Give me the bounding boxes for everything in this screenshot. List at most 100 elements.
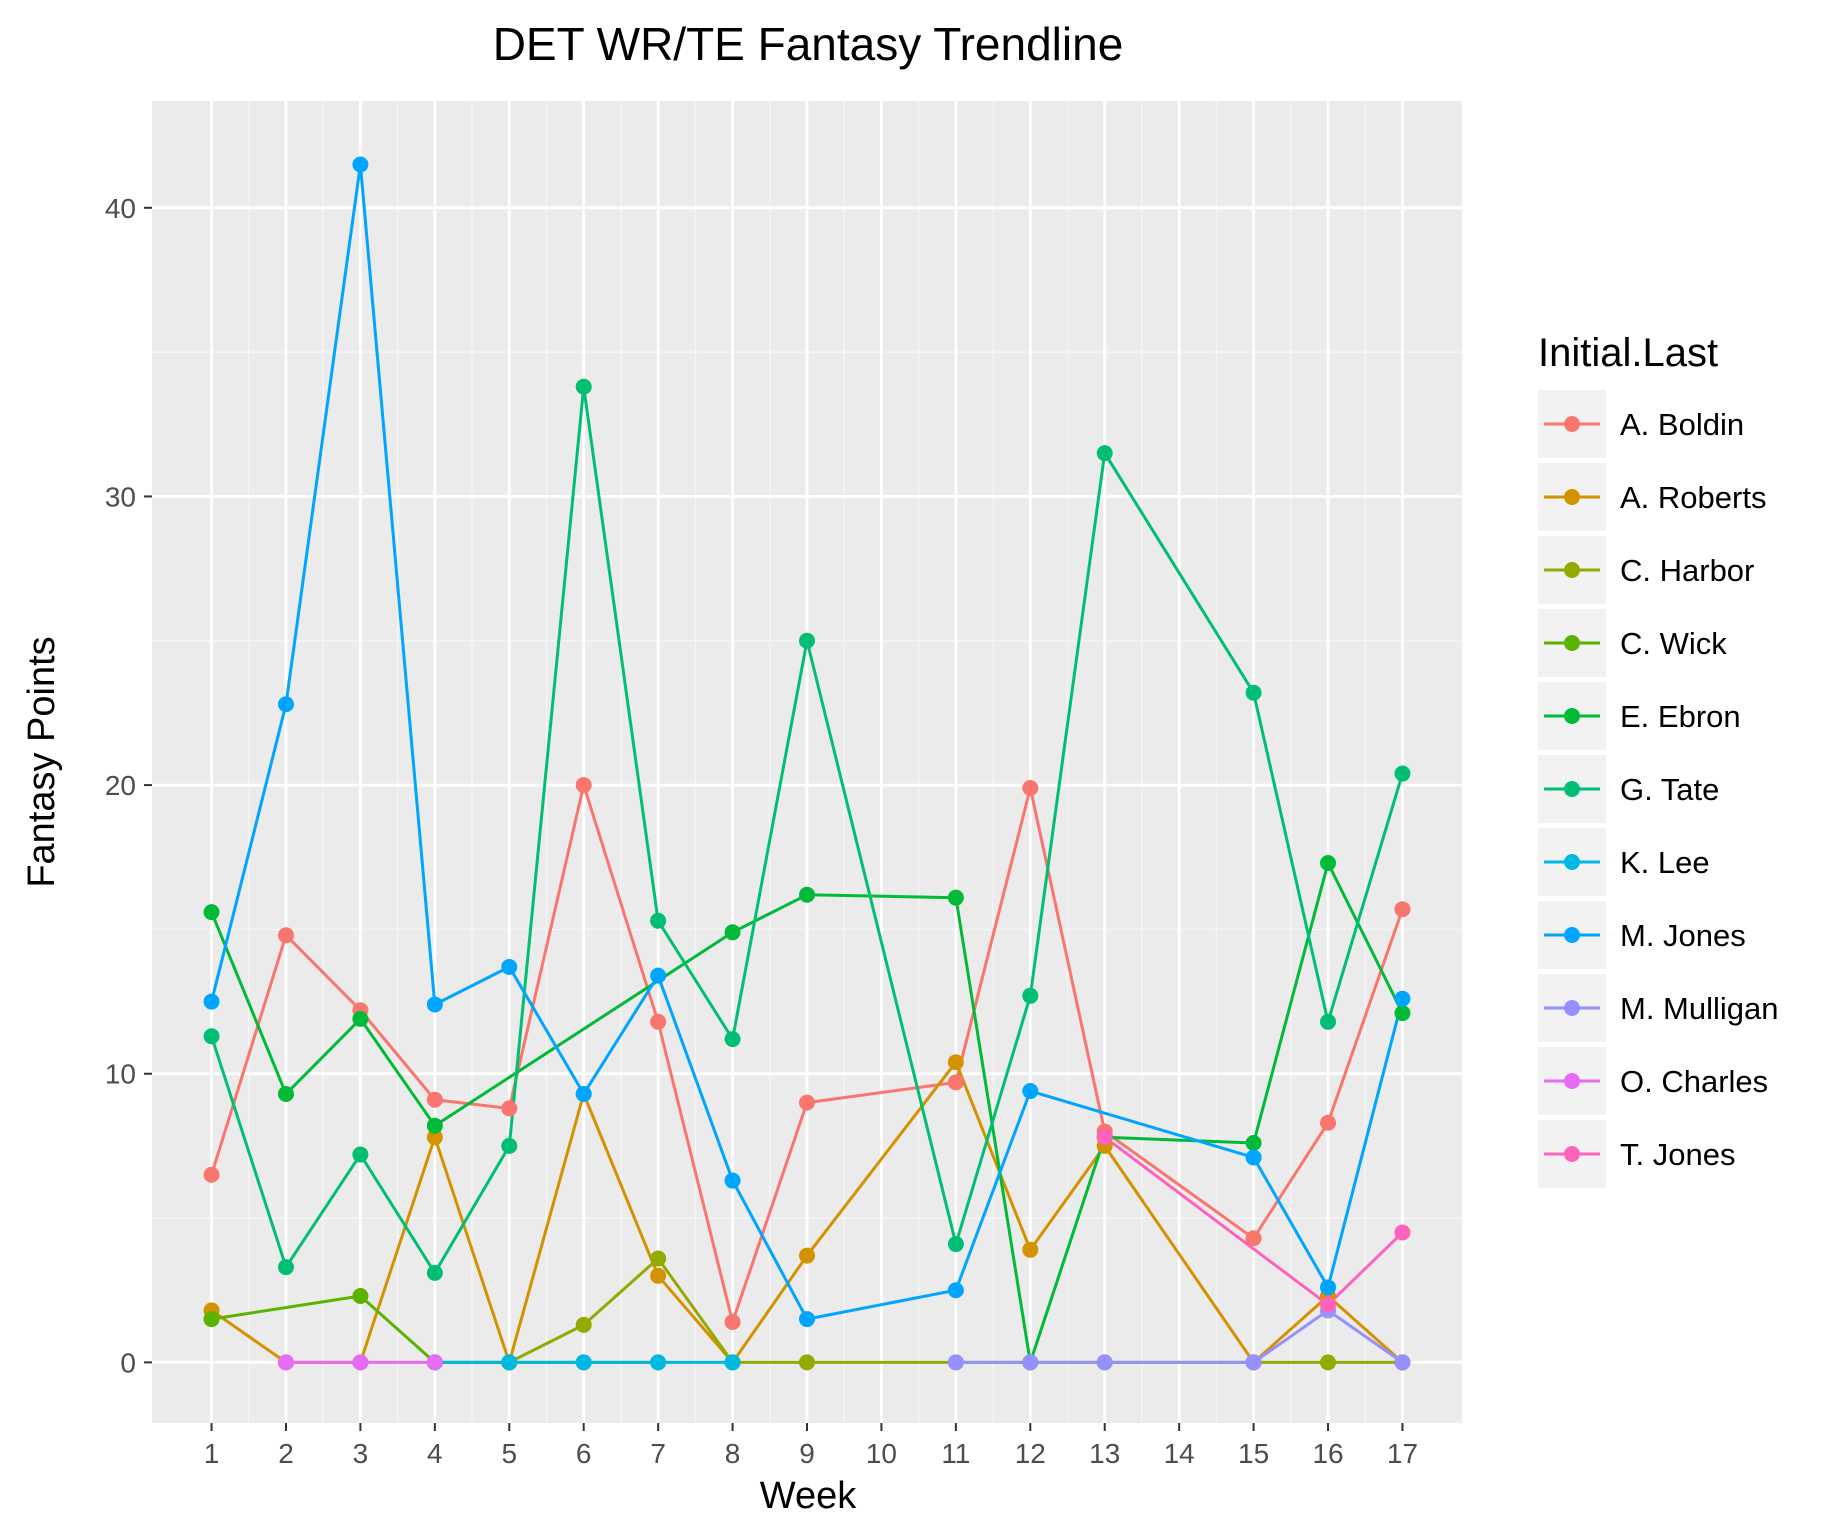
- x-tick-label: 9: [799, 1438, 815, 1469]
- data-point-g-tate: [203, 1028, 220, 1045]
- data-point-g-tate: [1320, 1013, 1337, 1030]
- data-point-a-boldin: [1394, 901, 1411, 918]
- data-point-a-boldin: [799, 1094, 815, 1111]
- legend-key-point: [1564, 781, 1580, 797]
- y-axis: 0 10 20 30 40: [105, 193, 152, 1378]
- y-tick-label: 0: [120, 1347, 136, 1378]
- data-point-c-wick: [352, 1287, 369, 1304]
- legend-key-point: [1564, 1073, 1580, 1089]
- x-tick-label: 4: [427, 1438, 443, 1469]
- data-point-e-ebron: [947, 889, 964, 906]
- x-tick-label: 3: [353, 1438, 369, 1469]
- legend-item-c-harbor: C. Harbor: [1538, 536, 1754, 604]
- x-tick-label: 6: [576, 1438, 592, 1469]
- legend: Initial.Last A. Boldin A. Roberts C. Harbo…: [1538, 331, 1779, 1188]
- data-point-a-boldin: [426, 1091, 443, 1108]
- x-tick-label: 17: [1387, 1438, 1418, 1469]
- legend-title: Initial.Last: [1538, 331, 1718, 375]
- data-point-g-tate: [426, 1264, 443, 1281]
- data-point-o-charles: [426, 1354, 443, 1371]
- chart-title: DET WR/TE Fantasy Trendline: [493, 18, 1124, 70]
- data-point-e-ebron: [1320, 855, 1337, 872]
- data-point-o-charles: [352, 1354, 369, 1371]
- data-point-a-boldin: [1022, 779, 1039, 796]
- legend-key-point: [1564, 854, 1580, 870]
- data-point-a-boldin: [1245, 1230, 1262, 1247]
- series-line-m-mulligan: [955, 1308, 1404, 1364]
- plot-panel: [152, 101, 1462, 1423]
- legend-item-m-mulligan: M. Mulligan: [1538, 974, 1779, 1042]
- data-point-e-ebron: [277, 1085, 294, 1102]
- data-point-g-tate: [352, 1146, 369, 1163]
- legend-label: C. Wick: [1620, 626, 1727, 661]
- data-point-m-mulligan: [1394, 1354, 1411, 1371]
- legend-items: A. Boldin A. Roberts C. Harbor C. Wick E. Eb…: [1538, 390, 1779, 1188]
- data-point-g-tate: [1022, 987, 1039, 1004]
- legend-label: O. Charles: [1620, 1064, 1768, 1099]
- legend-item-t-jones: T. Jones: [1538, 1120, 1735, 1188]
- data-point-g-tate: [575, 378, 592, 395]
- data-point-a-roberts: [947, 1054, 964, 1071]
- legend-label: M. Jones: [1620, 918, 1746, 953]
- data-point-m-jones: [575, 1085, 592, 1102]
- data-point-c-harbor: [575, 1316, 592, 1333]
- minor-gridlines: [152, 101, 1462, 1423]
- x-axis-title: Week: [760, 1475, 857, 1517]
- data-point-e-ebron: [352, 1010, 369, 1027]
- data-point-k-lee: [501, 1354, 518, 1371]
- legend-item-g-tate: G. Tate: [1538, 755, 1719, 823]
- legend-item-m-jones: M. Jones: [1538, 901, 1746, 969]
- x-tick-label: 12: [1015, 1438, 1046, 1469]
- data-point-e-ebron: [1245, 1135, 1262, 1152]
- data-point-g-tate: [650, 912, 667, 929]
- legend-label: K. Lee: [1620, 845, 1710, 880]
- data-point-m-jones: [650, 967, 667, 984]
- legend-key-point: [1564, 489, 1580, 505]
- data-point-k-lee: [575, 1354, 592, 1371]
- data-point-a-roberts: [1022, 1241, 1039, 1258]
- data-point-m-jones: [724, 1172, 741, 1189]
- data-point-m-jones: [947, 1282, 964, 1299]
- y-tick-label: 40: [105, 193, 136, 224]
- legend-label: C. Harbor: [1620, 553, 1754, 588]
- x-tick-label: 16: [1312, 1438, 1343, 1469]
- data-point-k-lee: [724, 1354, 741, 1371]
- y-tick-label: 10: [105, 1059, 136, 1090]
- data-point-e-ebron: [1394, 1005, 1411, 1022]
- data-point-g-tate: [947, 1236, 964, 1253]
- x-tick-label: 2: [278, 1438, 294, 1469]
- legend-key-point: [1564, 1000, 1580, 1016]
- data-point-m-mulligan: [947, 1354, 964, 1371]
- data-point-g-tate: [724, 1031, 741, 1048]
- x-tick-label: 14: [1164, 1438, 1195, 1469]
- data-point-e-ebron: [799, 886, 815, 903]
- data-point-g-tate: [1394, 765, 1411, 782]
- legend-item-c-wick: C. Wick: [1538, 609, 1727, 677]
- data-point-a-boldin: [947, 1074, 964, 1091]
- y-axis-title: Fantasy Points: [21, 636, 63, 887]
- data-point-t-jones: [1096, 1129, 1113, 1146]
- data-point-g-tate: [799, 632, 815, 649]
- x-tick-label: 11: [941, 1438, 970, 1469]
- data-point-m-jones: [1320, 1279, 1337, 1296]
- data-point-a-roberts: [426, 1129, 443, 1146]
- legend-label: E. Ebron: [1620, 699, 1741, 734]
- legend-key-point: [1564, 562, 1580, 578]
- legend-label: T. Jones: [1620, 1137, 1735, 1172]
- data-point-c-wick: [203, 1311, 220, 1328]
- data-point-a-boldin: [501, 1100, 518, 1117]
- x-tick-label: 13: [1089, 1438, 1120, 1469]
- data-point-t-jones: [1320, 1296, 1337, 1313]
- y-tick-label: 30: [105, 481, 136, 512]
- data-point-m-jones: [277, 696, 294, 713]
- data-point-a-roberts: [799, 1247, 815, 1264]
- data-point-m-jones: [203, 993, 220, 1010]
- legend-key-point: [1564, 635, 1580, 651]
- legend-item-a-roberts: A. Roberts: [1538, 463, 1766, 531]
- x-tick-label: 5: [501, 1438, 517, 1469]
- legend-label: A. Roberts: [1620, 480, 1766, 515]
- data-point-a-boldin: [277, 927, 294, 944]
- y-tick-label: 20: [105, 770, 136, 801]
- legend-label: G. Tate: [1620, 772, 1719, 807]
- data-point-a-boldin: [724, 1313, 741, 1330]
